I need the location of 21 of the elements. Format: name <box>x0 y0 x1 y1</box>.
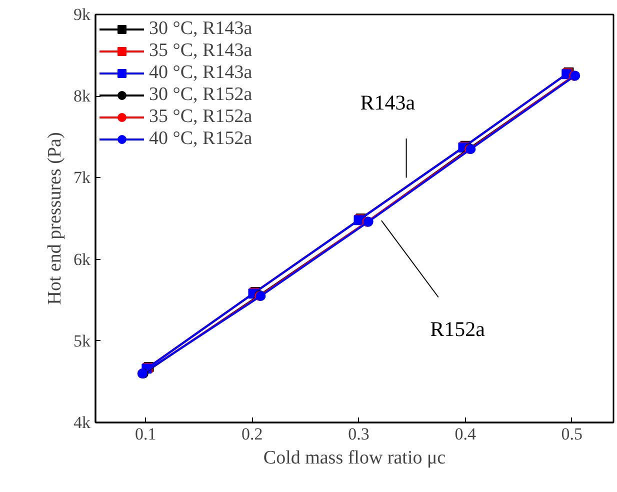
legend-label: 35 °C, R143a <box>149 40 252 62</box>
x-tick-label: 0.1 <box>134 424 156 444</box>
x-tick-label: 0.4 <box>454 424 476 444</box>
annotation: R143a <box>360 90 416 115</box>
x-tick-label: 0.3 <box>348 424 370 444</box>
y-tick-label: 7k <box>74 168 91 188</box>
y-tick-label: 9k <box>74 5 91 24</box>
y-tick-label: 6k <box>74 250 91 269</box>
legend-label: 35 °C, R152a <box>149 106 252 128</box>
y-axis-title: Hot end pressures (Pa) <box>44 132 66 305</box>
x-tick-label: 0.5 <box>561 424 583 444</box>
legend-label: 40 °C, R143a <box>149 62 252 84</box>
annotation: R152a <box>430 317 486 342</box>
x-axis-title: Cold mass flow ratio μc <box>263 448 446 468</box>
y-tick-label: 5k <box>74 331 91 350</box>
legend-label: 30 °C, R152a <box>149 84 252 106</box>
y-tick-label: 8k <box>74 86 91 106</box>
y-tick-label: 4k <box>74 413 91 432</box>
legend-label: 40 °C, R152a <box>149 128 252 150</box>
x-tick-label: 0.2 <box>242 424 263 444</box>
legend-label: 30 °C, R143a <box>149 18 252 40</box>
